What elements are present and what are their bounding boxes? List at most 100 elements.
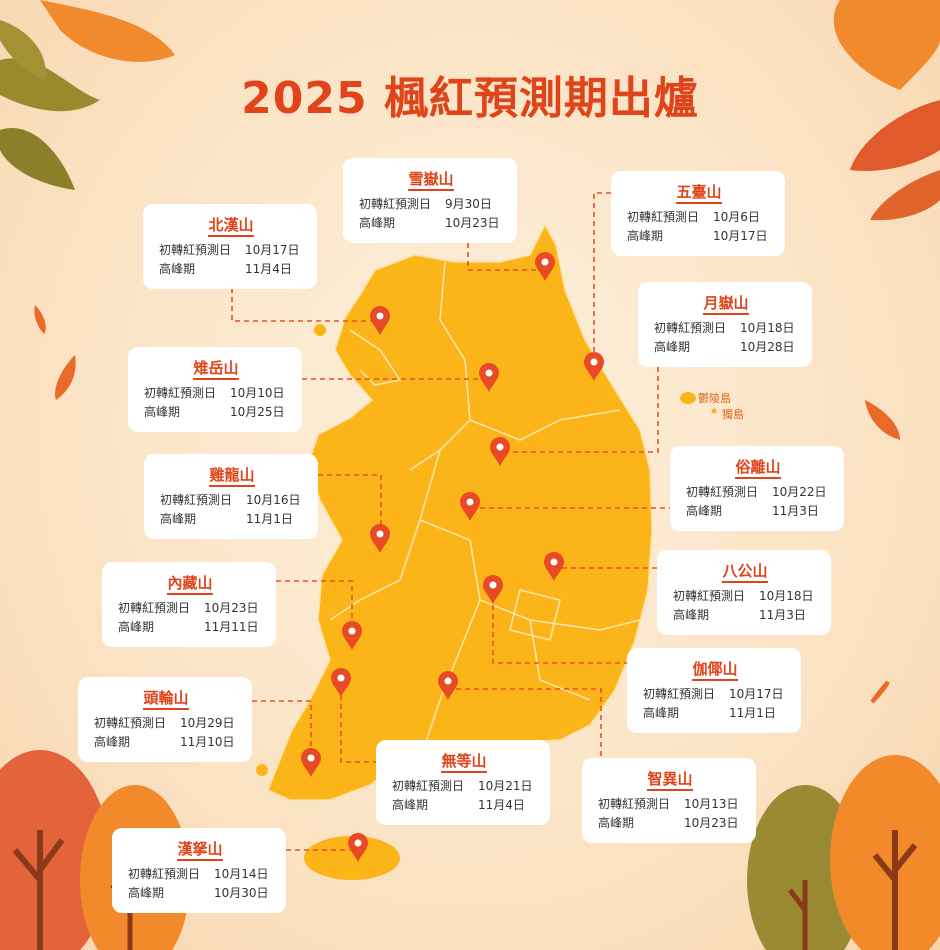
peak-label: 高峰期 <box>160 512 197 526</box>
first-red-label: 初轉紅預測日 <box>598 797 671 811</box>
peak-date: 11月3日 <box>759 608 806 622</box>
mountain-name: 五臺山 <box>627 181 771 204</box>
first-red-date: 10月14日 <box>214 867 269 881</box>
first-red-date: 10月17日 <box>729 687 784 701</box>
first-red-label: 初轉紅預測日 <box>144 386 217 400</box>
map-pin-icon[interactable] <box>479 363 499 392</box>
first-red-row: 初轉紅預測日 10月17日 <box>643 685 787 704</box>
connector-line <box>276 580 353 628</box>
mountain-name-text: 五臺山 <box>676 183 722 204</box>
mountain-card: 五臺山 初轉紅預測日 10月6日 高峰期 10月17日 <box>611 171 785 256</box>
mountain-name-text: 頭輪山 <box>143 689 189 710</box>
mountain-name: 雉岳山 <box>144 357 288 380</box>
mountain-card: 雪嶽山 初轉紅預測日 9月30日 高峰期 10月23日 <box>343 158 517 243</box>
mountain-name-text: 雞龍山 <box>209 466 255 487</box>
first-red-row: 初轉紅預測日 10月13日 <box>598 795 742 814</box>
mountain-card: 智異山 初轉紅預測日 10月13日 高峰期 10月23日 <box>582 758 756 843</box>
first-red-row: 初轉紅預測日 10月22日 <box>686 483 830 502</box>
mountain-name: 內藏山 <box>118 572 262 595</box>
first-red-label: 初轉紅預測日 <box>160 493 233 507</box>
connector-line <box>252 700 312 755</box>
peak-label: 高峰期 <box>94 735 131 749</box>
peak-row: 高峰期 11月1日 <box>643 704 787 723</box>
map-pin-icon[interactable] <box>438 671 458 700</box>
mountain-card: 內藏山 初轉紅預測日 10月23日 高峰期 11月11日 <box>102 562 276 647</box>
first-red-date: 10月18日 <box>740 321 795 335</box>
mountain-name-text: 北漢山 <box>208 216 254 237</box>
map-pin-icon[interactable] <box>535 252 555 281</box>
peak-date: 11月1日 <box>729 706 776 720</box>
mountain-name: 雪嶽山 <box>359 168 503 191</box>
first-red-label: 初轉紅預測日 <box>118 601 191 615</box>
connector-line <box>492 605 627 664</box>
peak-label: 高峰期 <box>673 608 710 622</box>
tree-decoration-bottom-right <box>747 755 940 950</box>
first-red-row: 初轉紅預測日 10月14日 <box>128 865 272 884</box>
connector-line <box>231 288 372 322</box>
mountain-name-text: 無等山 <box>441 752 487 773</box>
map-pin-icon[interactable] <box>544 552 564 581</box>
mountain-card: 無等山 初轉紅預測日 10月21日 高峰期 11月4日 <box>376 740 550 825</box>
peak-row: 高峰期 11月3日 <box>686 502 830 521</box>
map-pin-icon[interactable] <box>460 492 480 521</box>
peak-row: 高峰期 10月23日 <box>359 214 503 233</box>
first-red-row: 初轉紅預測日 10月10日 <box>144 384 288 403</box>
connector-line <box>510 367 659 453</box>
peak-date: 10月23日 <box>445 216 500 230</box>
map-pin-icon[interactable] <box>370 524 390 553</box>
map-pin-icon[interactable] <box>342 621 362 650</box>
peak-date: 10月25日 <box>230 405 285 419</box>
peak-row: 高峰期 11月11日 <box>118 618 262 637</box>
map-pin-icon[interactable] <box>301 748 321 777</box>
map-pin-icon[interactable] <box>370 306 390 335</box>
connector-line <box>456 688 602 758</box>
peak-label: 高峰期 <box>392 798 429 812</box>
falling-leaf <box>54 355 76 400</box>
peak-row: 高峰期 10月30日 <box>128 884 272 903</box>
mountain-name: 伽倻山 <box>643 658 787 681</box>
peak-date: 11月4日 <box>478 798 525 812</box>
mountain-name: 智異山 <box>598 768 742 791</box>
mountain-card: 伽倻山 初轉紅預測日 10月17日 高峰期 11月1日 <box>627 648 801 733</box>
peak-row: 高峰期 11月4日 <box>159 260 303 279</box>
first-red-row: 初轉紅預測日 9月30日 <box>359 195 503 214</box>
first-red-row: 初轉紅預測日 10月17日 <box>159 241 303 260</box>
first-red-label: 初轉紅預測日 <box>359 197 432 211</box>
mountain-card: 漢拏山 初轉紅預測日 10月14日 高峰期 10月30日 <box>112 828 286 913</box>
mountain-name: 八公山 <box>673 560 817 583</box>
peak-label: 高峰期 <box>627 229 664 243</box>
peak-label: 高峰期 <box>598 816 635 830</box>
mountain-name-text: 月嶽山 <box>703 294 749 315</box>
mountain-name-text: 八公山 <box>722 562 768 583</box>
first-red-label: 初轉紅預測日 <box>643 687 716 701</box>
map-pin-icon[interactable] <box>490 437 510 466</box>
first-red-date: 10月29日 <box>180 716 235 730</box>
peak-label: 高峰期 <box>159 262 196 276</box>
first-red-date: 10月23日 <box>204 601 259 615</box>
first-red-date: 10月22日 <box>772 485 827 499</box>
first-red-date: 10月17日 <box>245 243 300 257</box>
map-pin-icon[interactable] <box>584 352 604 381</box>
mountain-name: 頭輪山 <box>94 687 238 710</box>
leaf-decoration-top-left <box>0 0 175 190</box>
mountain-name-text: 雉岳山 <box>193 359 239 380</box>
peak-row: 高峰期 10月23日 <box>598 814 742 833</box>
mountain-name-text: 伽倻山 <box>692 660 738 681</box>
peak-date: 10月23日 <box>684 816 739 830</box>
mountain-name: 無等山 <box>392 750 536 773</box>
map-pin-icon[interactable] <box>483 575 503 604</box>
first-red-row: 初轉紅預測日 10月18日 <box>673 587 817 606</box>
map-pin-icon[interactable] <box>331 668 351 697</box>
peak-label: 高峰期 <box>686 504 723 518</box>
map-pin-icon[interactable] <box>348 833 368 862</box>
peak-label: 高峰期 <box>654 340 691 354</box>
peak-date: 10月28日 <box>740 340 795 354</box>
peak-date: 10月30日 <box>214 886 269 900</box>
leaf-decoration-top-right <box>833 0 940 221</box>
peak-label: 高峰期 <box>643 706 680 720</box>
first-red-date: 10月13日 <box>684 797 739 811</box>
peak-label: 高峰期 <box>359 216 396 230</box>
first-red-row: 初轉紅預測日 10月16日 <box>160 491 304 510</box>
first-red-label: 初轉紅預測日 <box>686 485 759 499</box>
